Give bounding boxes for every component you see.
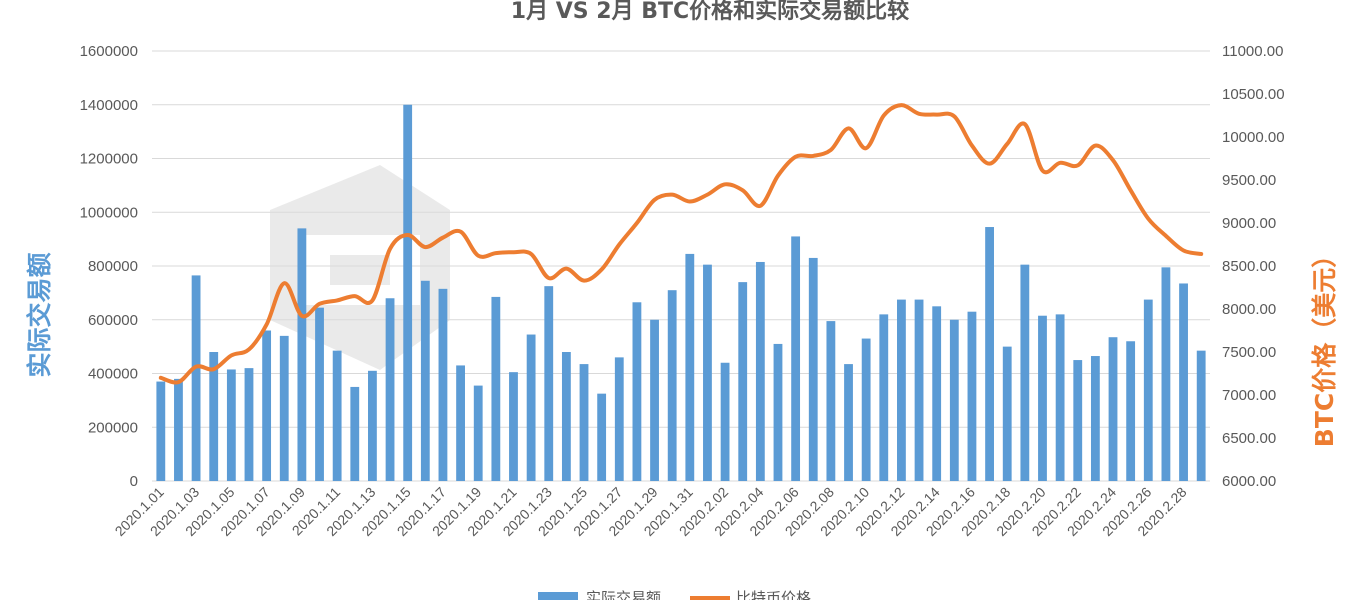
bar-2020.2.29 xyxy=(1196,350,1206,481)
bar-2020.1.18 xyxy=(456,365,465,481)
bar-2020.1.19 xyxy=(473,385,483,481)
bar-2020.2.06 xyxy=(791,236,801,481)
y-right-tick-label: 9000.00 xyxy=(1222,215,1276,232)
y-left-tick-label: 800000 xyxy=(88,258,138,275)
bar-2020.2.22 xyxy=(1073,360,1083,481)
bar-2020.2.28 xyxy=(1179,283,1188,481)
bar-2020.2.25 xyxy=(1126,341,1136,481)
bar-2020.2.19 xyxy=(1020,264,1030,481)
legend-label-line: 比特币价格 xyxy=(736,589,811,600)
bar-2020.2.18 xyxy=(1002,346,1012,481)
bar-2020.1.04 xyxy=(209,352,219,481)
legend-bar-swatch xyxy=(538,592,578,600)
y-left-tick-label: 1200000 xyxy=(80,151,138,168)
y-right-tick-label: 11000.00 xyxy=(1222,43,1283,60)
bar-2020.1.02 xyxy=(174,378,183,481)
bar-2020.1.16 xyxy=(420,280,430,481)
bar-2020.2.21 xyxy=(1055,314,1065,481)
bar-2020.2.12 xyxy=(897,299,906,481)
bar-2020.1.06 xyxy=(244,368,254,481)
bar-2020.1.14 xyxy=(385,298,395,481)
bar-2020.2.08 xyxy=(826,321,836,481)
legend-label-bars: 实际交易额 xyxy=(586,589,661,600)
bar-2020.1.03 xyxy=(191,275,201,481)
bar-2020.1.15 xyxy=(403,104,413,481)
bar-2020.2.10 xyxy=(861,338,871,481)
bar-2020.1.21 xyxy=(509,372,518,481)
legend: 实际交易额 比特币价格 xyxy=(538,589,811,600)
bar-2020.2.27 xyxy=(1161,267,1171,481)
bar-2020.2.05 xyxy=(773,343,783,481)
bar-2020.1.10 xyxy=(315,307,324,481)
bar-2020.2.17 xyxy=(985,227,994,481)
bar-2020.2.01 xyxy=(703,264,712,481)
bar-2020.1.23 xyxy=(544,286,554,481)
bar-2020.1.08 xyxy=(279,335,289,481)
y-left-tick-label: 600000 xyxy=(88,312,138,329)
bar-2020.2.26 xyxy=(1143,299,1153,481)
bar-2020.2.23 xyxy=(1090,356,1100,481)
y-right-tick-label: 8000.00 xyxy=(1222,301,1276,318)
bar-2020.1.09 xyxy=(297,228,307,481)
chart-title: 1月 VS 2月 BTC价格和实际交易额比较 xyxy=(511,0,909,24)
y-right-tick-label: 10000.00 xyxy=(1222,129,1285,146)
bar-2020.1.24 xyxy=(561,352,571,481)
bar-2020.1.30 xyxy=(667,290,677,481)
bar-2020.1.25 xyxy=(579,364,589,481)
bar-2020.2.03 xyxy=(738,282,748,481)
y-right-tick-label: 7000.00 xyxy=(1222,387,1276,404)
bar-2020.2.16 xyxy=(967,311,977,481)
right-axis-title: BTC价格（美元） xyxy=(1310,243,1339,447)
bar-2020.2.02 xyxy=(720,362,730,481)
y-right-tick-label: 6000.00 xyxy=(1222,473,1276,490)
bar-2020.1.05 xyxy=(226,369,236,481)
bar-2020.1.07 xyxy=(262,330,272,481)
bar-2020.2.24 xyxy=(1108,337,1118,481)
bar-2020.2.07 xyxy=(808,257,818,481)
y-right-tick-label: 10500.00 xyxy=(1222,86,1285,103)
bar-2020.1.28 xyxy=(632,302,642,481)
bar-2020.2.09 xyxy=(844,364,853,481)
y-right-tick-label: 7500.00 xyxy=(1222,344,1276,361)
y-right-tick-label: 8500.00 xyxy=(1222,258,1276,275)
btc-price-line xyxy=(158,103,1204,385)
y-left-tick-label: 200000 xyxy=(88,419,138,436)
y-left-tick-label: 1000000 xyxy=(80,204,138,221)
bar-2020.1.11 xyxy=(332,350,342,481)
bar-2020.2.14 xyxy=(932,306,942,481)
bar-2020.1.29 xyxy=(650,319,659,481)
y-left-tick-label: 1600000 xyxy=(80,43,138,60)
bar-2020.1.12 xyxy=(350,386,360,481)
bar-2020.2.20 xyxy=(1038,315,1047,481)
bar-2020.1.20 xyxy=(491,296,501,481)
y-left-tick-label: 0 xyxy=(130,473,138,490)
bar-2020.1.17 xyxy=(438,288,448,481)
bar-2020.2.13 xyxy=(914,299,924,481)
bar-2020.2.04 xyxy=(755,261,765,481)
bar-2020.2.15 xyxy=(949,319,959,481)
bar-2020.1.26 xyxy=(597,393,607,481)
y-right-tick-label: 9500.00 xyxy=(1222,172,1276,189)
left-axis-title: 实际交易额 xyxy=(25,252,54,377)
bar-2020.1.31 xyxy=(685,253,695,481)
y-left-tick-label: 1400000 xyxy=(80,97,138,114)
bar-2020.1.13 xyxy=(368,370,377,481)
bar-2020.1.01 xyxy=(156,381,166,481)
bar-2020.1.22 xyxy=(526,334,536,481)
y-left-tick-label: 400000 xyxy=(88,366,138,383)
bar-2020.1.27 xyxy=(614,357,624,481)
y-right-tick-label: 6500.00 xyxy=(1222,430,1276,447)
bar-2020.2.11 xyxy=(879,314,889,481)
